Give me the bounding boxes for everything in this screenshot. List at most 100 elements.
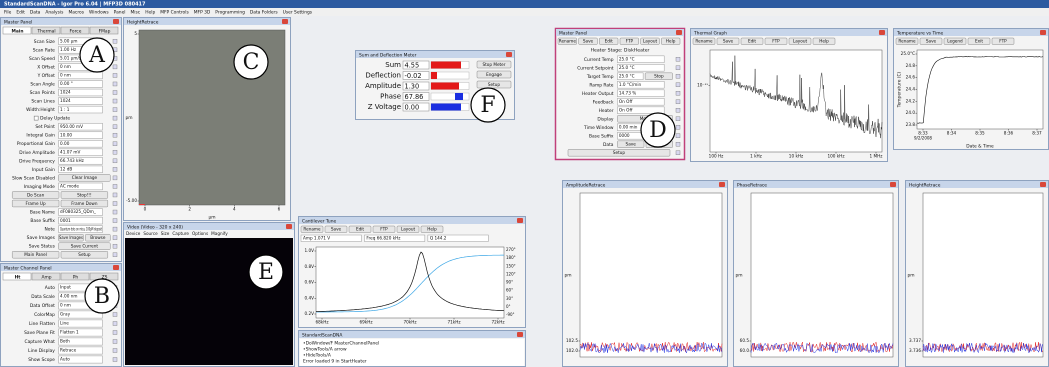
help-icon[interactable] [113,193,117,197]
help-icon[interactable] [113,99,117,103]
button-label: Edit [748,39,756,44]
help-icon[interactable] [113,358,117,362]
field-label: Drive Frequency [19,158,55,164]
help-icon[interactable] [113,73,117,77]
button-label: Save [926,39,937,44]
help-icon[interactable] [676,134,680,138]
y2-tick-label: 270° [506,247,516,252]
callout-letter: C [243,50,260,75]
callout: B [85,279,119,313]
button-label: Setup [488,82,501,87]
field-label: Capture What [25,339,56,345]
field-value: 0.00 [60,141,70,146]
field-value: 4.00 nm [60,294,77,299]
help-icon[interactable] [113,82,117,86]
help-icon[interactable] [113,184,117,188]
window: Cantilever TuneRenameSaveEditFTPLayoutHe… [299,217,526,328]
y-tick-label: 25.0°C [901,51,915,56]
menu-bar [0,8,1049,16]
help-icon[interactable] [676,142,680,146]
field-value: 1.0 °C/min [619,82,642,87]
help-icon[interactable] [113,349,117,353]
video-menu-item: Magnify [211,231,228,236]
help-icon[interactable] [113,116,117,120]
y2-tick-label: 150° [506,263,516,268]
help-icon[interactable] [113,236,117,240]
y2-tick-label: -90° [506,312,515,317]
screen: StandardScanDNA - Igor Pro 6.04 | MFP3D … [0,0,1049,367]
help-icon[interactable] [113,167,117,171]
close-button[interactable] [506,52,512,57]
button-label: Rename [303,227,321,232]
meter-bar [431,83,459,90]
y-axis-label: Temperature (C) [897,71,903,108]
help-icon[interactable] [676,117,680,121]
help-icon[interactable] [113,202,117,206]
help-icon[interactable] [113,313,117,317]
help-icon[interactable] [113,176,117,180]
close-button[interactable] [719,182,725,187]
close-button[interactable] [1040,182,1046,187]
help-icon[interactable] [113,91,117,95]
callout: C [234,45,268,79]
close-button[interactable] [1040,30,1046,35]
close-button[interactable] [286,224,292,229]
button-label: FTP [772,39,780,44]
help-icon[interactable] [676,74,680,78]
help-icon[interactable] [676,151,680,155]
close-button[interactable] [113,19,119,24]
help-icon[interactable] [113,65,117,69]
close-button[interactable] [879,30,885,35]
help-icon[interactable] [113,244,117,248]
field-label: Data [603,142,614,148]
help-icon[interactable] [113,159,117,163]
x-tick-label: 71kHz [447,320,461,325]
help-icon[interactable] [676,108,680,112]
button-label: Do Scan [27,192,45,197]
help-icon[interactable] [676,66,680,70]
field-label: Save Images [27,235,56,241]
meter-value: 67.86 [405,93,424,101]
window-title: Cantilever Tune [302,218,336,224]
field-label: Delay Update [40,116,70,122]
y-tick-label: 0.6V [304,280,314,285]
help-icon[interactable] [113,253,117,257]
help-icon[interactable] [113,227,117,231]
help-icon[interactable] [676,91,680,95]
field-value: Quantum dots on mica, 100pM deposit [60,226,102,231]
menu-item: MFP 3D [194,10,211,16]
close-button[interactable] [113,265,119,270]
close-button[interactable] [517,332,523,337]
help-icon[interactable] [676,125,680,129]
help-icon[interactable] [676,100,680,104]
y-tick-label: 3.736 [909,348,921,353]
checkbox[interactable] [34,116,38,120]
help-icon[interactable] [113,142,117,146]
window: HeightRetrace5-5.000246µmpm [124,18,291,221]
help-icon[interactable] [676,83,680,87]
help-icon[interactable] [113,108,117,112]
y-axis-label: pm [125,116,132,121]
help-icon[interactable] [113,210,117,214]
field-label: Display [597,116,614,122]
close-button[interactable] [517,218,523,223]
meter-value: 0.00 [405,103,420,111]
y-tick-label: 10⁻¹¹ [697,83,708,88]
help-icon[interactable] [113,150,117,154]
field-value: 1024 [60,90,71,95]
field-label: Auto [45,285,56,291]
help-icon[interactable] [113,219,117,223]
y2-tick-label: 120° [506,271,516,276]
close-button[interactable] [282,19,288,24]
help-icon[interactable] [676,57,680,61]
help-icon[interactable] [113,340,117,344]
window: StandardScanDNA•DoWindow/F MasterChannel… [299,331,526,367]
menu-item: Data Folders [250,10,278,16]
help-icon[interactable] [113,125,117,129]
help-icon[interactable] [113,133,117,137]
help-icon[interactable] [113,322,117,326]
close-button[interactable] [890,182,896,187]
help-icon[interactable] [113,331,117,335]
help-icon[interactable] [113,39,117,43]
close-button[interactable] [676,30,682,35]
